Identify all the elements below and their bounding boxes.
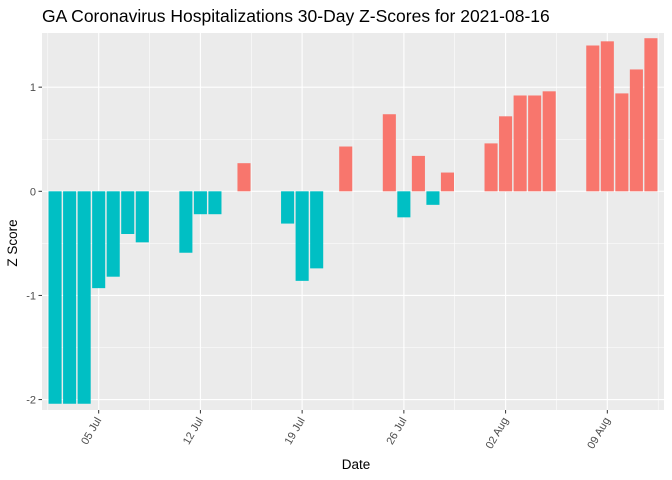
y-axis-title: Z Score xyxy=(5,219,20,266)
bar xyxy=(513,95,527,192)
bar xyxy=(629,69,643,192)
bar xyxy=(382,114,396,192)
y-tick-label: -2 xyxy=(26,395,36,407)
bar xyxy=(339,146,353,192)
bar xyxy=(106,191,120,277)
bar xyxy=(77,191,91,404)
bar xyxy=(440,172,454,192)
x-axis-title: Date xyxy=(342,457,371,472)
bars xyxy=(48,38,658,404)
bar xyxy=(600,41,614,192)
bar xyxy=(528,95,542,192)
bar xyxy=(179,191,193,253)
bar xyxy=(135,191,149,243)
minor-gridlines xyxy=(42,33,664,410)
bar xyxy=(121,191,135,234)
y-tick-label: 1 xyxy=(30,82,36,94)
bar xyxy=(542,91,556,192)
bar xyxy=(499,116,513,192)
bar xyxy=(237,163,251,192)
bar xyxy=(281,191,295,224)
major-gridlines xyxy=(42,33,664,410)
bar xyxy=(586,45,600,192)
bar xyxy=(193,191,207,215)
y-axis-ticks: -2 -1 0 1 xyxy=(26,82,42,407)
bar xyxy=(63,191,77,404)
bar xyxy=(615,93,629,192)
y-tick-label: -1 xyxy=(26,290,36,302)
bar xyxy=(295,191,309,281)
bar xyxy=(644,38,658,192)
bar xyxy=(48,191,62,404)
bar xyxy=(208,191,222,215)
bar xyxy=(92,191,106,289)
bar xyxy=(411,155,425,192)
chart-title: GA Coronavirus Hospitalizations 30-Day Z… xyxy=(42,6,550,26)
bar xyxy=(426,191,440,205)
bar xyxy=(310,191,324,269)
bar xyxy=(484,143,498,192)
y-tick-label: 0 xyxy=(30,186,36,198)
bar xyxy=(397,191,411,218)
